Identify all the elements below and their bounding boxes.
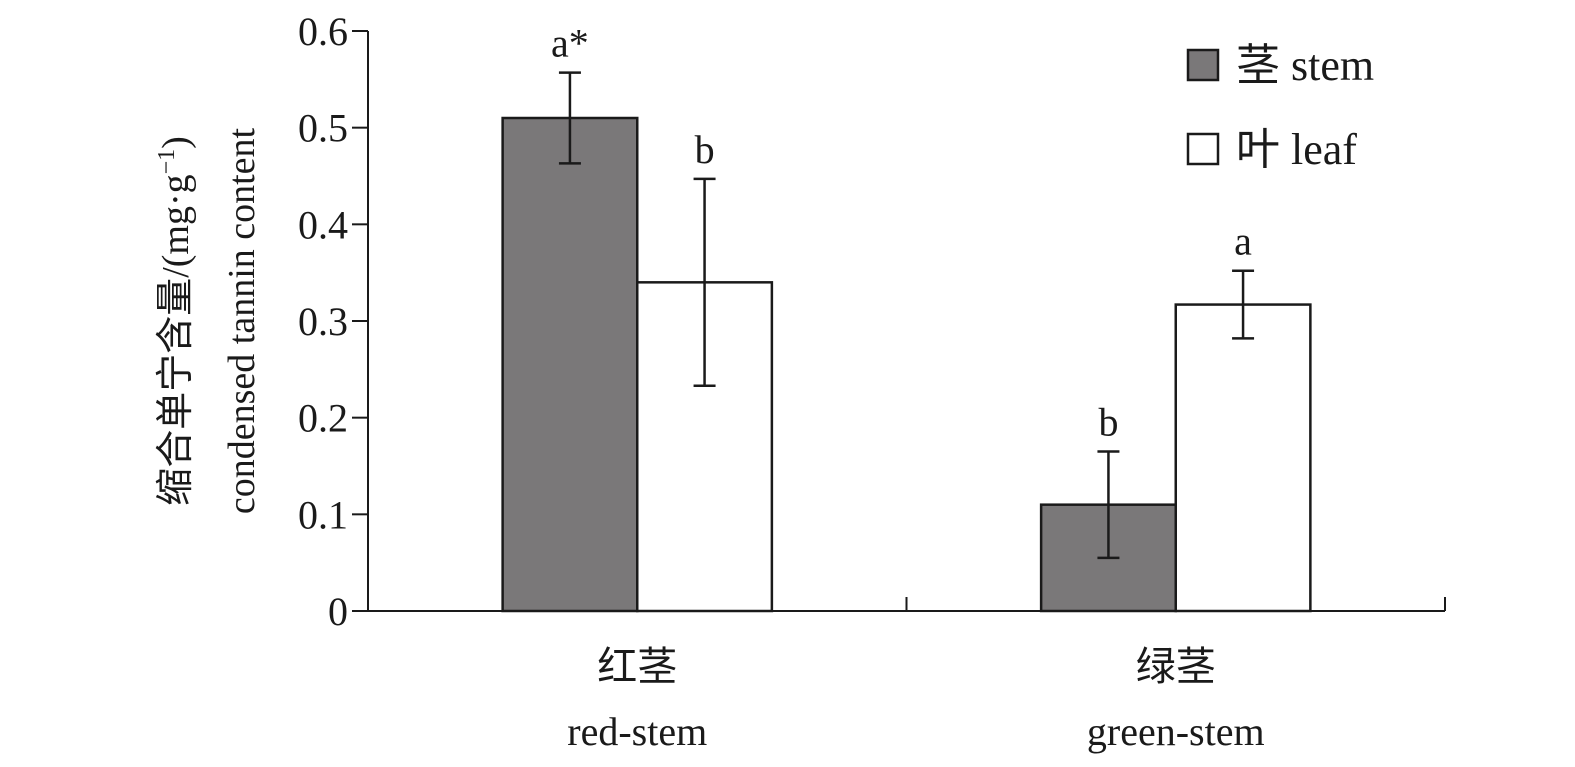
y-tick-label: 0.2: [298, 396, 348, 441]
y-tick-label: 0.4: [298, 202, 348, 247]
y-tick-label: 0.6: [298, 9, 348, 54]
bar-stem: [501, 116, 639, 613]
significance-letter: b: [695, 127, 715, 172]
significance-letter: a: [1234, 219, 1252, 264]
y-tick-label: 0.1: [298, 492, 348, 537]
category-label-zh: 绿茎: [1136, 644, 1216, 689]
legend-swatch-stem: [1186, 48, 1220, 82]
y-tick-label: 0.5: [298, 106, 348, 151]
bar-leaf: [1174, 303, 1312, 613]
legend-label: 叶 leaf: [1236, 125, 1357, 174]
y-axis-title-zh: 缩合单宁含量/(mg·g−1): [154, 136, 197, 506]
category-label-en: green-stem: [1087, 709, 1265, 754]
category-label-zh: 红茎: [597, 644, 677, 689]
legend-label: 茎 stem: [1236, 41, 1374, 90]
y-ticks: 0 0.1 0.2 0.3 0.4 0.5 0.6: [298, 9, 368, 634]
legend-swatch-leaf: [1186, 132, 1220, 166]
category-labels: 红茎 red-stem 绿茎 green-stem: [567, 644, 1264, 754]
significance-letters: a* b b a: [551, 21, 1252, 445]
x-ticks: [367, 597, 1446, 611]
bars: [501, 116, 1312, 613]
significance-letter: b: [1098, 400, 1118, 445]
y-tick-label: 0: [328, 589, 348, 634]
y-tick-label: 0.3: [298, 299, 348, 344]
significance-letter: a*: [551, 21, 589, 66]
y-axis-title: 缩合单宁含量/(mg·g−1) condensed tannin content: [154, 127, 263, 514]
category-label-en: red-stem: [567, 709, 707, 754]
error-bars: [558, 71, 1255, 560]
y-axis-title-en: condensed tannin content: [221, 127, 263, 514]
legend: 茎 stem 叶 leaf: [1186, 41, 1374, 174]
